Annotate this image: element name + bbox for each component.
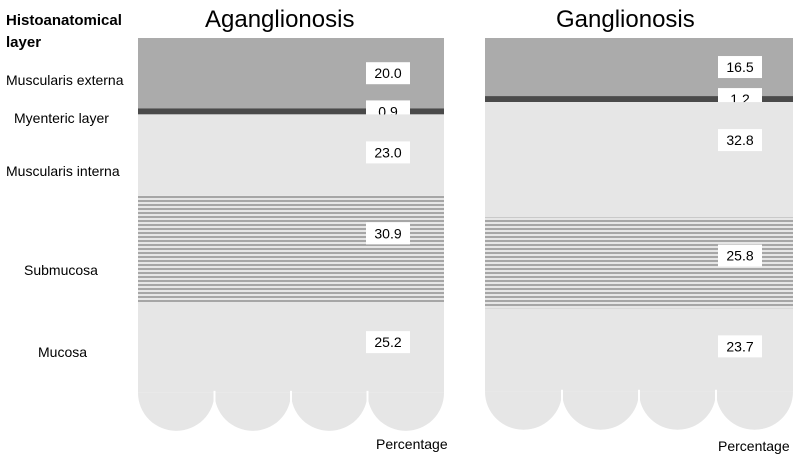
legend-title: Histoanatomical layer — [6, 10, 122, 54]
chart-panels: 20.00.923.030.925.216.51.232.825.823.7 — [138, 38, 793, 431]
legend-title-line2: layer — [6, 34, 42, 51]
row-label-mucosa: Mucosa — [38, 344, 88, 360]
value-label-box-mucosa — [718, 335, 762, 358]
value-label-submucosa: 25.8 — [726, 248, 753, 264]
value-label-submucosa: 30.9 — [374, 225, 401, 241]
value-label-box-muscularis-externa — [366, 62, 410, 85]
bar-segment-submucosa — [138, 195, 444, 305]
value-label-box-mucosa — [366, 331, 410, 354]
bar-segment-myenteric-layer — [485, 96, 793, 103]
legend-title-line1: Histoanatomical — [6, 12, 122, 29]
value-label-box-submucosa — [366, 222, 410, 245]
value-label-muscularis-externa: 16.5 — [726, 59, 753, 75]
value-label-mucosa: 23.7 — [726, 338, 753, 354]
value-label-box-submucosa — [718, 244, 762, 267]
row-label-muscularis-externa: Muscularis externa — [6, 72, 124, 88]
value-label-box-muscularis-interna — [366, 141, 410, 164]
mucosa-villi-shape — [485, 391, 793, 430]
value-label-muscularis-interna: 32.8 — [726, 132, 753, 148]
panel-title-aganglionosis: Aganglionosis — [205, 6, 355, 33]
value-label-muscularis-externa: 20.0 — [374, 65, 401, 81]
row-label-muscularis-interna: Muscularis interna — [6, 163, 120, 179]
bar-segment-myenteric-layer — [138, 108, 444, 115]
row-label-submucosa: Submucosa — [24, 262, 98, 278]
xlabel-ganglionosis: Percentage — [718, 438, 790, 454]
xlabel-aganglionosis: Percentage — [376, 436, 448, 452]
panel-aganglionosis: 20.00.923.030.925.2 — [138, 38, 444, 431]
value-label-box-muscularis-interna — [718, 129, 762, 152]
value-label-muscularis-interna: 23.0 — [374, 144, 401, 160]
value-label-box-muscularis-externa — [718, 56, 762, 79]
panel-title-ganglionosis: Ganglionosis — [556, 6, 695, 33]
row-label-myenteric-layer: Myenteric layer — [14, 110, 109, 126]
panel-ganglionosis: 16.51.232.825.823.7 — [485, 38, 793, 430]
value-label-mucosa: 25.2 — [374, 334, 401, 350]
mucosa-villi-shape — [138, 392, 444, 431]
bar-segment-muscularis-interna — [485, 102, 793, 218]
